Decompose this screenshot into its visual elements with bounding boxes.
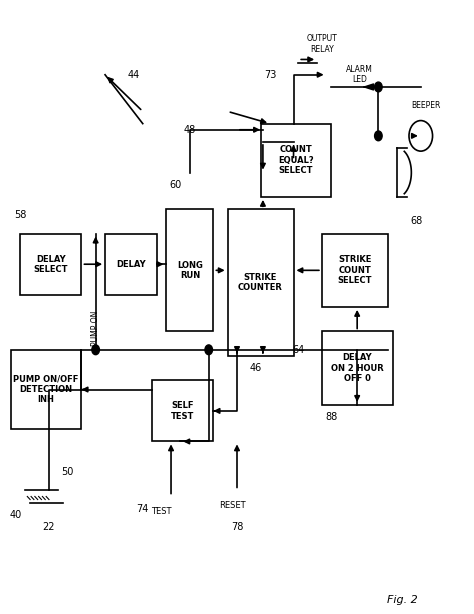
Text: 22: 22: [42, 522, 55, 532]
FancyBboxPatch shape: [11, 350, 82, 429]
FancyBboxPatch shape: [322, 332, 392, 405]
Text: 68: 68: [410, 216, 422, 227]
Text: ALARM
LED: ALARM LED: [346, 65, 373, 85]
Text: 88: 88: [325, 412, 337, 422]
Text: 40: 40: [9, 510, 22, 520]
Text: OUTPUT
RELAY: OUTPUT RELAY: [307, 34, 337, 54]
Text: STRIKE
COUNT
SELECT: STRIKE COUNT SELECT: [337, 255, 372, 286]
Text: 74: 74: [137, 503, 149, 514]
Text: STRIKE
COUNTER: STRIKE COUNTER: [238, 273, 283, 292]
FancyBboxPatch shape: [228, 209, 293, 356]
Text: 46: 46: [250, 363, 262, 373]
Text: DELAY
SELECT: DELAY SELECT: [34, 255, 68, 274]
Text: LONG
RUN: LONG RUN: [177, 260, 203, 280]
FancyBboxPatch shape: [261, 123, 331, 197]
Text: 44: 44: [127, 70, 139, 80]
FancyBboxPatch shape: [105, 234, 157, 295]
Text: DELAY
ON 2 HOUR
OFF 0: DELAY ON 2 HOUR OFF 0: [331, 353, 383, 383]
Text: SELF
TEST: SELF TEST: [171, 401, 194, 421]
Text: RESET: RESET: [219, 501, 246, 510]
Text: COUNT
EQUAL?
SELECT: COUNT EQUAL? SELECT: [278, 146, 314, 175]
Circle shape: [374, 82, 382, 92]
Text: 58: 58: [14, 211, 27, 220]
Circle shape: [205, 345, 212, 355]
FancyBboxPatch shape: [322, 234, 388, 307]
Text: Fig. 2: Fig. 2: [387, 596, 417, 605]
Text: 73: 73: [264, 70, 276, 80]
Circle shape: [374, 131, 382, 141]
Text: TEST: TEST: [151, 507, 172, 516]
Text: 78: 78: [231, 522, 243, 532]
Text: DELAY: DELAY: [116, 260, 146, 269]
Text: BEEPER: BEEPER: [411, 101, 440, 110]
Text: 60: 60: [170, 180, 182, 190]
Polygon shape: [364, 84, 374, 90]
Text: 48: 48: [184, 125, 196, 134]
FancyBboxPatch shape: [166, 209, 213, 332]
FancyBboxPatch shape: [152, 380, 213, 441]
Text: PUMP ON: PUMP ON: [91, 311, 100, 346]
FancyBboxPatch shape: [20, 234, 82, 295]
Text: 64: 64: [292, 345, 304, 355]
Circle shape: [92, 345, 100, 355]
Text: 50: 50: [61, 467, 73, 477]
Text: PUMP ON/OFF
DETECTION
INH: PUMP ON/OFF DETECTION INH: [13, 375, 79, 405]
